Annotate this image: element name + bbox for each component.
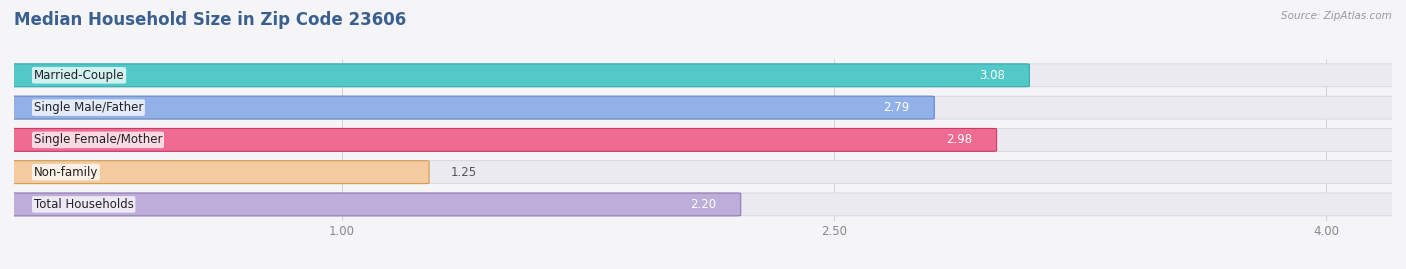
FancyBboxPatch shape xyxy=(10,64,1398,87)
Text: Single Male/Father: Single Male/Father xyxy=(34,101,143,114)
FancyBboxPatch shape xyxy=(10,161,1398,184)
Text: Married-Couple: Married-Couple xyxy=(34,69,124,82)
FancyBboxPatch shape xyxy=(10,161,429,184)
Text: Source: ZipAtlas.com: Source: ZipAtlas.com xyxy=(1281,11,1392,21)
Text: 2.98: 2.98 xyxy=(946,133,972,146)
FancyBboxPatch shape xyxy=(10,64,1029,87)
Text: Single Female/Mother: Single Female/Mother xyxy=(34,133,162,146)
FancyBboxPatch shape xyxy=(10,96,1398,119)
Text: 2.79: 2.79 xyxy=(883,101,910,114)
FancyBboxPatch shape xyxy=(10,96,934,119)
Text: Non-family: Non-family xyxy=(34,166,98,179)
Text: Median Household Size in Zip Code 23606: Median Household Size in Zip Code 23606 xyxy=(14,11,406,29)
Text: 1.25: 1.25 xyxy=(450,166,477,179)
FancyBboxPatch shape xyxy=(10,193,1398,216)
FancyBboxPatch shape xyxy=(10,128,1398,151)
FancyBboxPatch shape xyxy=(10,193,741,216)
Text: Total Households: Total Households xyxy=(34,198,134,211)
FancyBboxPatch shape xyxy=(10,128,997,151)
Text: 2.20: 2.20 xyxy=(690,198,716,211)
Text: 3.08: 3.08 xyxy=(979,69,1005,82)
